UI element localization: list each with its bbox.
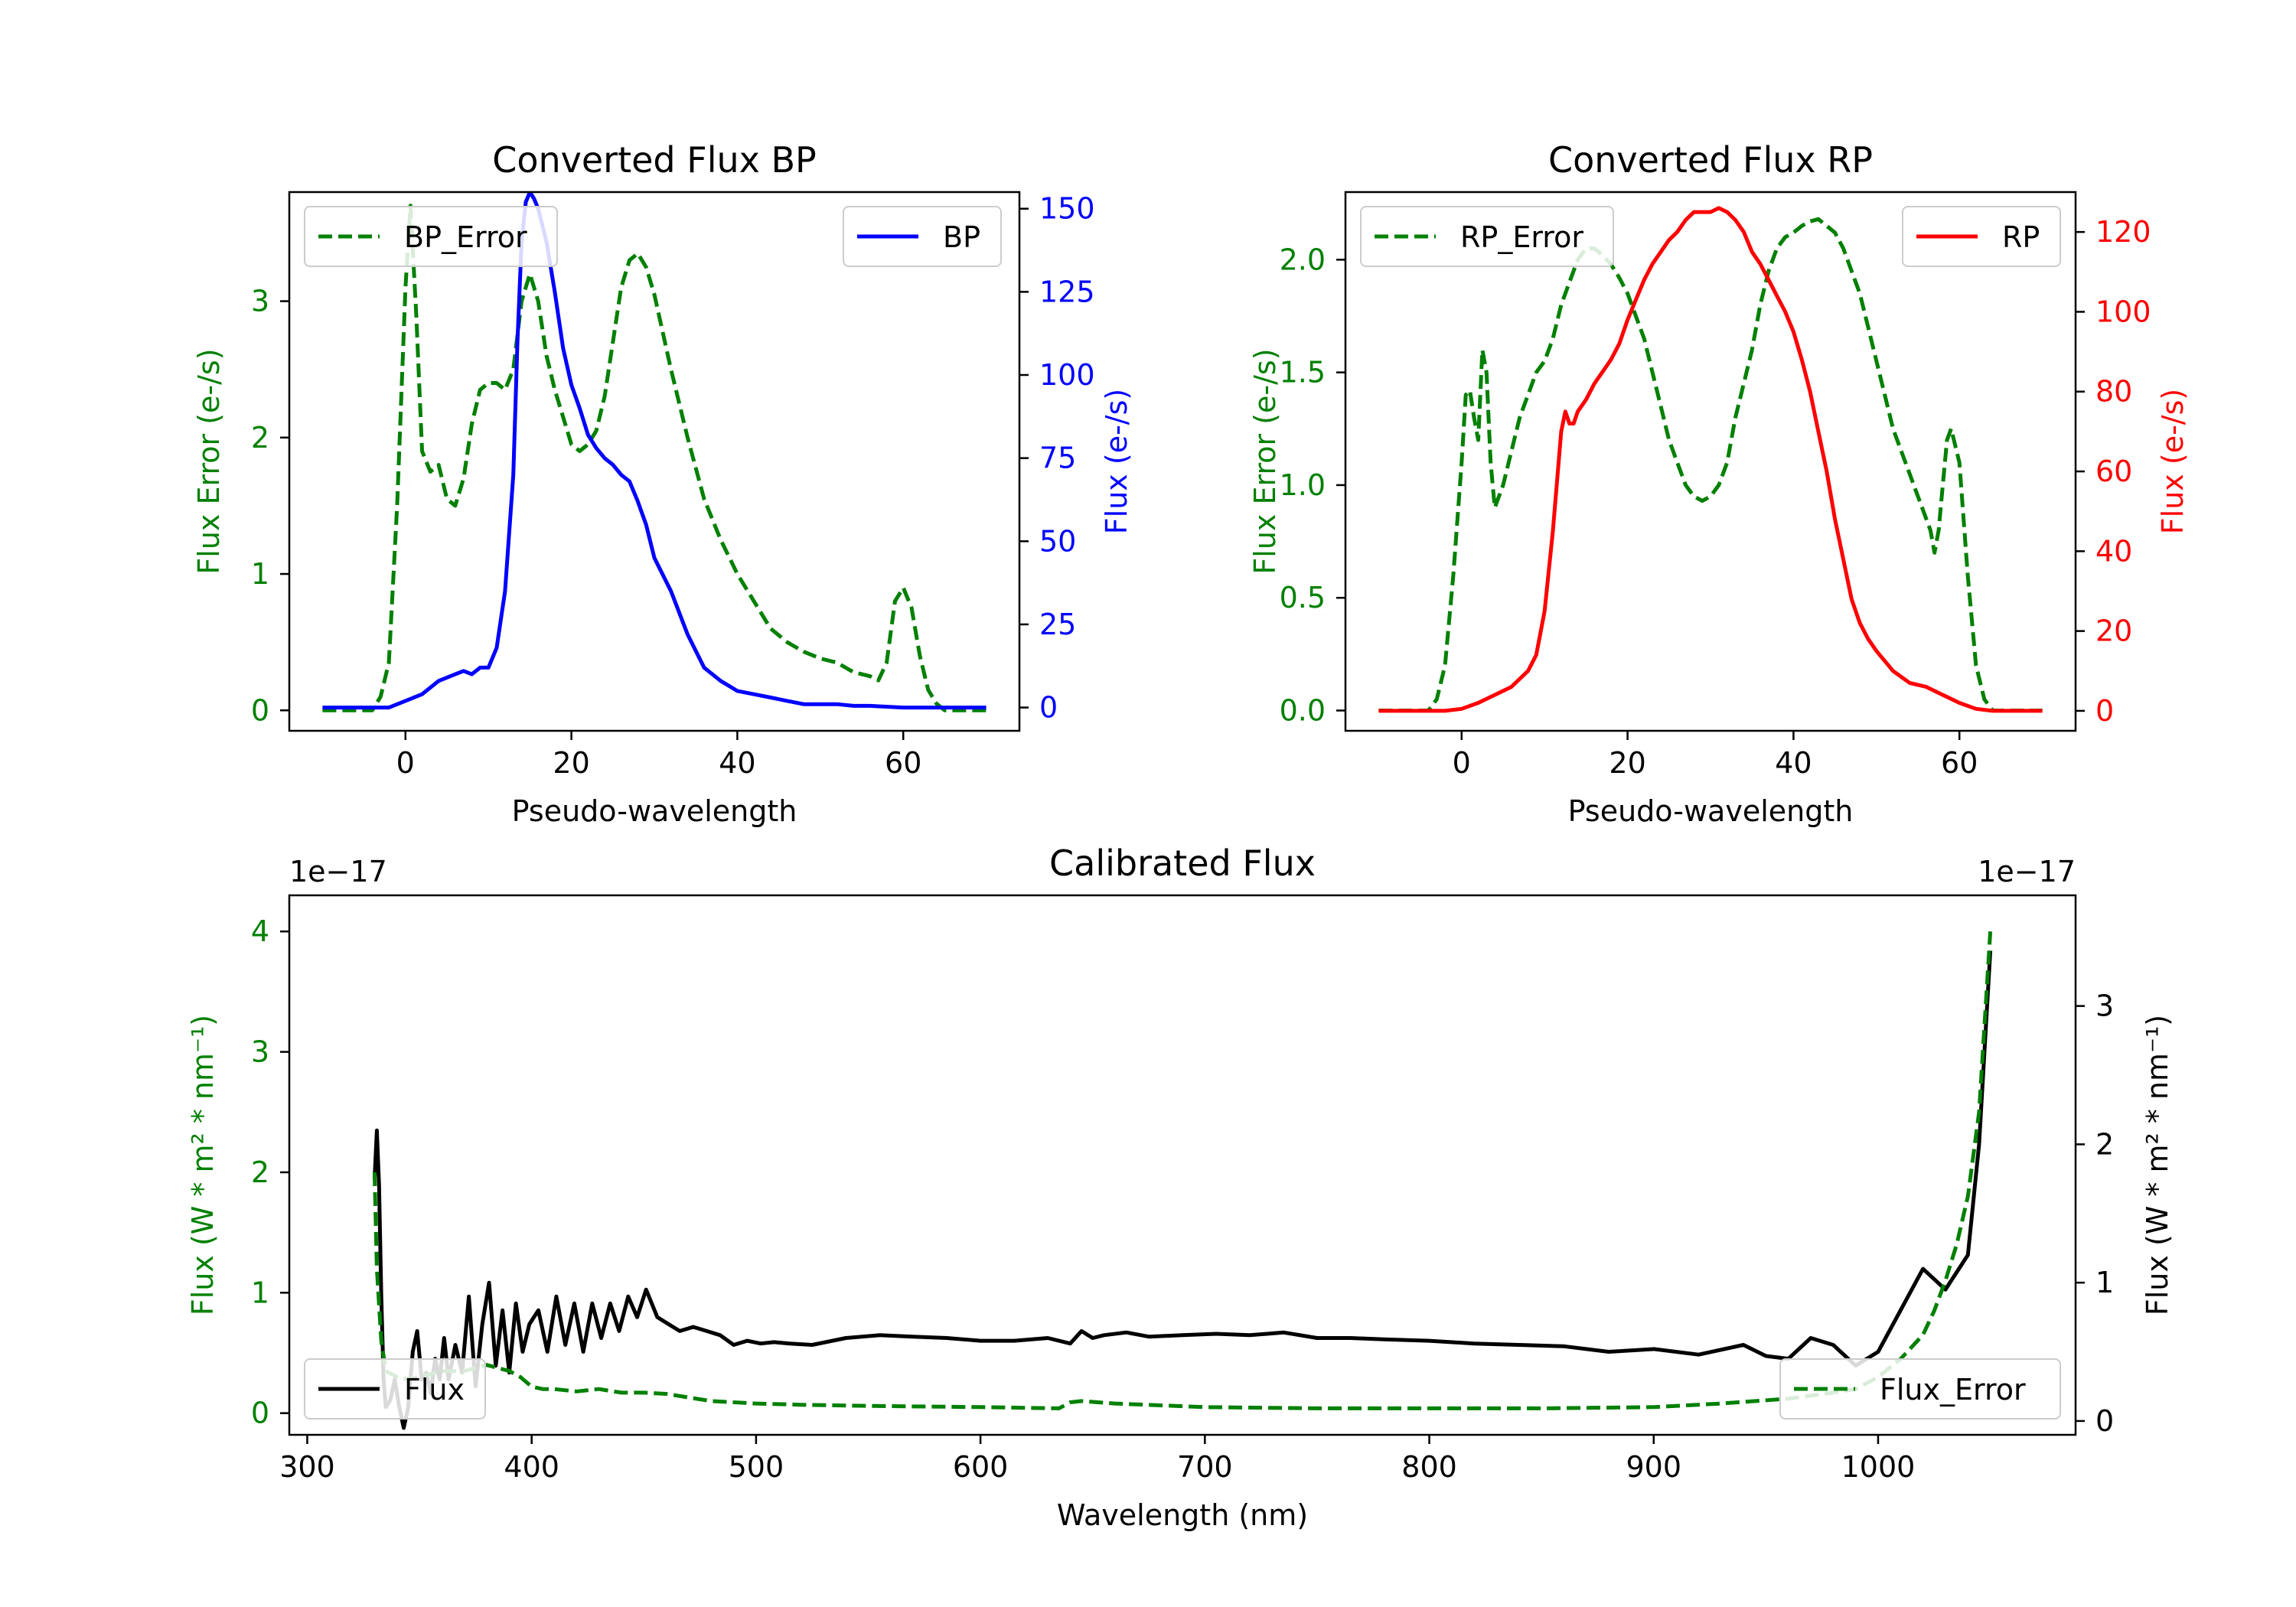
cal-x-axis-label: Wavelength (nm) — [1057, 1498, 1308, 1532]
cal-series-flux — [372, 950, 1993, 1430]
rp-right-tick-label: 40 — [2095, 534, 2132, 568]
bp-left-tick-label: 0 — [251, 693, 269, 727]
cal-left-axis-label: Flux (W * m² * nm⁻¹) — [186, 1015, 220, 1315]
cal-right-offset-text: 1e−17 — [1978, 855, 2076, 888]
bp-left-axis-label: Flux Error (e-/s) — [192, 348, 226, 574]
cal-title: Calibrated Flux — [1049, 843, 1316, 884]
rp-title: Converted Flux RP — [1548, 139, 1873, 181]
bp-plot-frame — [288, 191, 1021, 732]
rp-legend-box — [1902, 206, 2061, 267]
rp-left-tick-label: 0.0 — [1280, 693, 1326, 727]
bp-left-tick-label: 2 — [251, 421, 269, 455]
rp-x-axis-label: Pseudo-wavelength — [1568, 794, 1854, 828]
bp-x-tick-label: 0 — [396, 746, 415, 780]
bp-x-tick-label: 40 — [719, 746, 755, 780]
rp-left-tick-label: 2.0 — [1280, 243, 1326, 276]
bp-legend-label: BP_Error — [404, 220, 527, 254]
rp-x-tick-label: 20 — [1609, 746, 1645, 780]
bp-right-tick-label: 100 — [1039, 358, 1095, 392]
cal-x-tick-label: 1000 — [1841, 1450, 1916, 1484]
rp-legend-label: RP — [2002, 220, 2040, 254]
cal-x-tick-label: 400 — [504, 1450, 559, 1484]
cal-left-tick-label: 0 — [251, 1397, 269, 1430]
bp-series-bp — [322, 192, 987, 710]
cal-left-tick-label: 2 — [251, 1156, 269, 1189]
bp-right-tick-label: 125 — [1039, 275, 1095, 308]
rp-legend-box — [1360, 206, 1614, 267]
bp-right-tick-label: 25 — [1039, 608, 1076, 641]
bp-legend-box — [304, 206, 558, 267]
rp-x-tick-label: 40 — [1775, 746, 1812, 780]
bp-left-tick-label: 1 — [251, 557, 269, 591]
cal-legend-label: Flux_Error — [1880, 1373, 2026, 1407]
cal-left-tick-label: 4 — [251, 914, 269, 948]
rp-right-tick-label: 120 — [2095, 215, 2151, 249]
rp-left-tick-label: 1.5 — [1280, 356, 1326, 390]
rp-x-tick-label: 60 — [1941, 746, 1978, 780]
cal-legend-box — [304, 1358, 486, 1420]
cal-x-tick-label: 700 — [1177, 1450, 1233, 1484]
bp-x-tick-label: 20 — [553, 746, 589, 780]
rp-plot-frame — [1344, 191, 2077, 732]
cal-legend-box — [1779, 1358, 2061, 1420]
cal-right-tick-label: 3 — [2095, 989, 2114, 1023]
cal-left-offset-text: 1e−17 — [289, 855, 387, 888]
cal-left-tick-label: 3 — [251, 1035, 269, 1069]
bp-right-tick-label: 50 — [1039, 524, 1076, 558]
cal-x-tick-label: 300 — [279, 1450, 335, 1484]
bp-right-tick-label: 150 — [1039, 192, 1095, 226]
bp-right-axis-label: Flux (e-/s) — [1100, 389, 1133, 534]
cal-x-tick-label: 800 — [1401, 1450, 1457, 1484]
rp-right-tick-label: 20 — [2095, 614, 2132, 648]
bp-left-tick-label: 3 — [251, 285, 269, 318]
rp-left-tick-label: 1.0 — [1280, 468, 1326, 502]
bp-title: Converted Flux BP — [492, 139, 817, 181]
bp-x-tick-label: 60 — [885, 746, 921, 780]
rp-right-tick-label: 60 — [2095, 455, 2132, 488]
cal-left-tick-label: 1 — [251, 1276, 269, 1309]
bp-legend-label: BP — [943, 220, 980, 254]
rp-right-tick-label: 100 — [2095, 295, 2151, 328]
cal-x-tick-label: 500 — [729, 1450, 784, 1484]
rp-right-axis-label: Flux (e-/s) — [2156, 389, 2190, 534]
rp-legend-label: RP_Error — [1460, 220, 1583, 254]
bp-legend-box — [843, 206, 1002, 267]
rp-right-tick-label: 80 — [2095, 375, 2132, 409]
rp-x-tick-label: 0 — [1453, 746, 1471, 780]
bp-x-axis-label: Pseudo-wavelength — [512, 794, 797, 828]
rp-left-axis-label: Flux Error (e-/s) — [1248, 348, 1282, 574]
bp-series-bp-error — [322, 204, 987, 712]
rp-series-rp-error — [1378, 217, 2043, 712]
cal-plot-frame — [288, 894, 2077, 1436]
rp-left-tick-label: 0.5 — [1280, 581, 1326, 614]
rp-right-tick-label: 0 — [2095, 694, 2114, 728]
cal-right-axis-label: Flux (W * m² * nm⁻¹) — [2141, 1015, 2174, 1315]
cal-x-tick-label: 900 — [1626, 1450, 1681, 1484]
rp-series-rp — [1378, 206, 2043, 713]
cal-x-tick-label: 600 — [953, 1450, 1009, 1484]
bp-right-tick-label: 75 — [1039, 442, 1076, 475]
bp-right-tick-label: 0 — [1039, 691, 1058, 725]
cal-right-tick-label: 0 — [2095, 1404, 2114, 1438]
cal-legend-label: Flux — [404, 1373, 465, 1407]
cal-right-tick-label: 1 — [2095, 1266, 2114, 1299]
cal-right-tick-label: 2 — [2095, 1127, 2114, 1161]
